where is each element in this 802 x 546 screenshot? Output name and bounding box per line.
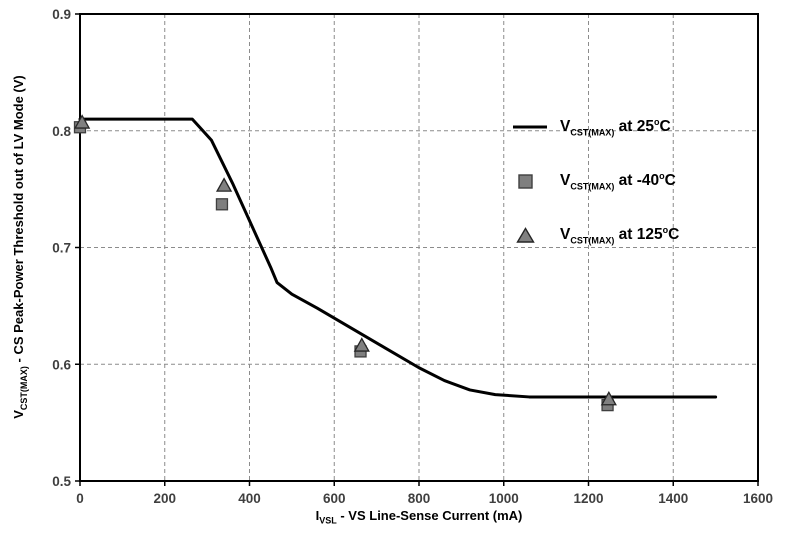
svg-text:400: 400 (238, 491, 261, 506)
svg-text:0.9: 0.9 (52, 7, 71, 22)
y-axis-title-prefix: V (11, 410, 27, 419)
legend-entry-25c: VCST(MAX) at 25oC (512, 116, 679, 138)
y-axis-title-sub: CST(MAX) (18, 366, 29, 411)
legend-entry-125c: VCST(MAX) at 125oC (512, 224, 679, 246)
line-series-swatch-icon (513, 125, 547, 129)
svg-text:600: 600 (323, 491, 346, 506)
y-axis-title-rest: - CS Peak-Power Threshold out of LV Mode… (11, 75, 27, 367)
y-axis-title: VCST(MAX) - CS Peak-Power Threshold out … (11, 75, 29, 419)
svg-text:0.6: 0.6 (52, 357, 71, 372)
svg-text:0: 0 (76, 491, 84, 506)
x-axis-title-prefix: I (315, 508, 320, 523)
legend-label-125c: VCST(MAX) at 125oC (560, 224, 680, 246)
x-axis-title: IVSL - VS Line-Sense Current (mA) (80, 508, 758, 526)
svg-text:0.5: 0.5 (52, 474, 71, 489)
svg-text:1000: 1000 (489, 491, 519, 506)
x-axis-title-rest: - VS Line-Sense Current (mA) (336, 508, 523, 523)
x-axis-title-sub: VSL (319, 515, 337, 526)
svg-text:1200: 1200 (573, 491, 603, 506)
svg-text:1400: 1400 (658, 491, 688, 506)
svg-text:1600: 1600 (743, 491, 773, 506)
legend-entry-minus40c: VCST(MAX) at -40oC (512, 170, 679, 192)
legend-label-25c: VCST(MAX) at 25oC (560, 116, 671, 138)
svg-text:0.7: 0.7 (52, 241, 71, 256)
legend-label-minus40c: VCST(MAX) at -40oC (560, 170, 676, 192)
triangle-marker-swatch-icon (516, 227, 535, 243)
svg-text:200: 200 (153, 491, 176, 506)
square-marker-swatch-icon (518, 174, 533, 189)
legend: VCST(MAX) at 25oC VCST(MAX) at -40oC VCS… (512, 116, 679, 278)
svg-text:800: 800 (408, 491, 431, 506)
svg-text:0.8: 0.8 (52, 124, 71, 139)
